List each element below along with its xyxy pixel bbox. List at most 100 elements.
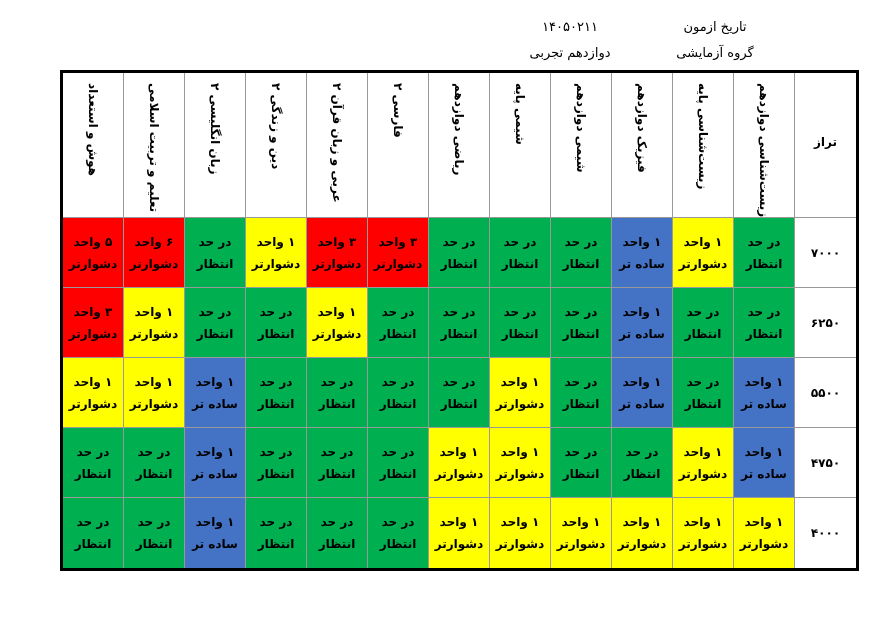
header-text: عربی و زبان قرآن ۲ (330, 83, 344, 203)
cell-text: دشوارتر (556, 537, 606, 552)
cell-text: ۱ واحد (561, 515, 601, 530)
cell-text: دشوارتر (678, 466, 728, 481)
cell-text: در حد (137, 444, 171, 459)
score-cell: ۴۷۵۰ (794, 427, 858, 499)
cell-text: ۱ واحد (195, 444, 235, 459)
row: ۶۲۵۰ در حد انتظار در حد انتظار ۱ واحد ساده تر د… (61, 287, 858, 359)
cell-text: دشوارتر (434, 537, 484, 552)
difficulty-table: تراز زیست‌شناسی دوازدهم زیست‌شناسی پایه فیز… (60, 70, 859, 571)
cell-text: انتظار (684, 326, 722, 341)
cell-text: انتظار (379, 466, 417, 481)
header-text: هوش و استعداد (86, 83, 100, 177)
cell-text: ۳ واحد (378, 234, 418, 249)
cell: ۱ واحد دشوارتر (428, 427, 490, 499)
cell-text: ۱ واحد (744, 444, 784, 459)
cell: در حد انتظار (489, 287, 551, 359)
cell-text: ۱ واحد (500, 444, 540, 459)
cell: ۱ واحد دشوارتر (428, 497, 490, 570)
cell: در حد انتظار (550, 217, 612, 289)
cell: ۱ واحد ساده تر (184, 497, 246, 570)
header-text: تراز (814, 135, 837, 149)
cell: ۱ واحد ساده تر (611, 217, 673, 289)
cell-text: در حد (381, 444, 415, 459)
row: ۷۰۰۰ در حد انتظار ۱ واحد دشوارتر ۱ واحد ساده ت… (61, 217, 858, 289)
cell: در حد انتظار (611, 427, 673, 499)
cell: در حد انتظار (61, 427, 124, 499)
cell-text: در حد (76, 515, 110, 530)
header-text: شیمی پایه (513, 83, 527, 145)
cell: ۱ واحد ساده تر (611, 287, 673, 359)
row: ۴۰۰۰ ۱ واحد دشوارتر ۱ واحد دشوارتر ۱ واحد دشوا… (61, 497, 858, 570)
cell: در حد انتظار (550, 357, 612, 429)
cell-text: ۱ واحد (622, 234, 662, 249)
cell-text: در حد (686, 304, 720, 319)
cell: در حد انتظار (672, 357, 734, 429)
cell-text: در حد (198, 234, 232, 249)
cell-text: دشوارتر (495, 466, 545, 481)
cell-text: ۱ واحد (683, 515, 723, 530)
cell: در حد انتظار (306, 357, 368, 429)
cell-text: ۱ واحد (73, 374, 113, 389)
cell-text: ۱ واحد (134, 304, 174, 319)
cell-text: انتظار (440, 396, 478, 411)
cell-text: ساده تر (741, 466, 787, 481)
score-cell: ۶۲۵۰ (794, 287, 858, 359)
cell-text: انتظار (501, 256, 539, 271)
cell: ۱ واحد دشوارتر (611, 497, 673, 570)
cell-text: در حد (76, 444, 110, 459)
cell: در حد انتظار (367, 287, 429, 359)
cell: در حد انتظار (367, 357, 429, 429)
cell-text: در حد (564, 374, 598, 389)
cell-text: در حد (320, 444, 354, 459)
cell: ۱ واحد دشوارتر (672, 217, 734, 289)
cell: در حد انتظار (367, 427, 429, 499)
cell: در حد انتظار (184, 217, 246, 289)
cell: ۱ واحد ساده تر (733, 427, 795, 499)
cell-text: در حد (686, 374, 720, 389)
cell: ۱ واحد ساده تر (611, 357, 673, 429)
cell-text: ۳ واحد (73, 304, 113, 319)
cell-text: انتظار (257, 396, 295, 411)
cell: ۱ واحد دشوارتر (61, 357, 124, 429)
cell: ۱ واحد دشوارتر (489, 357, 551, 429)
group: دوازدهم تجربی (529, 46, 611, 61)
cell-text: ۶ واحد (134, 234, 174, 249)
cell: در حد انتظار (61, 497, 124, 570)
cell-text: انتظار (684, 396, 722, 411)
cell-text: انتظار (318, 466, 356, 481)
cell: در حد انتظار (550, 427, 612, 499)
cell: ۱ واحد دشوارتر (672, 427, 734, 499)
cell-text: در حد (320, 515, 354, 530)
cell-text: دشوارتر (678, 256, 728, 271)
cell-text: انتظار (257, 537, 295, 552)
cell: ۱ واحد دشوارتر (672, 497, 734, 570)
cell: در حد انتظار (428, 217, 490, 289)
cell-text: در حد (320, 374, 354, 389)
score: ۴۷۵۰ (810, 455, 841, 470)
cell-text: انتظار (379, 326, 417, 341)
cell-text: انتظار (257, 326, 295, 341)
cell: ۱ واحد دشوارتر (489, 427, 551, 499)
header-row: تراز زیست‌شناسی دوازدهم زیست‌شناسی پایه فیز… (61, 70, 858, 219)
cell-text: ساده تر (741, 396, 787, 411)
cell: ۱ واحد دشوارتر (733, 497, 795, 570)
exam-date-label: تاریخ ازمون (683, 20, 747, 35)
cell: در حد انتظار (123, 427, 185, 499)
cell: در حد انتظار (367, 497, 429, 570)
exam-date: ۱۴۰۵۰۲۱۱ (542, 20, 598, 35)
header-text: زیست‌شناسی پایه (696, 83, 710, 190)
cell-text: ساده تر (619, 326, 665, 341)
cell-text: در حد (381, 515, 415, 530)
cell-text: انتظار (623, 466, 661, 481)
cell: ۱ واحد دشوارتر (550, 497, 612, 570)
cell-text: در حد (381, 374, 415, 389)
cell-text: ۱ واحد (439, 515, 479, 530)
cell-text: دشوارتر (495, 396, 545, 411)
cell-text: دشوارتر (68, 396, 118, 411)
cell-text: ۱ واحد (195, 515, 235, 530)
cell: ۳ واحد دشوارتر (306, 217, 368, 289)
cell-text: ۱ واحد (683, 444, 723, 459)
cell-text: انتظار (379, 396, 417, 411)
cell-text: ساده تر (619, 396, 665, 411)
cell-text: انتظار (501, 326, 539, 341)
